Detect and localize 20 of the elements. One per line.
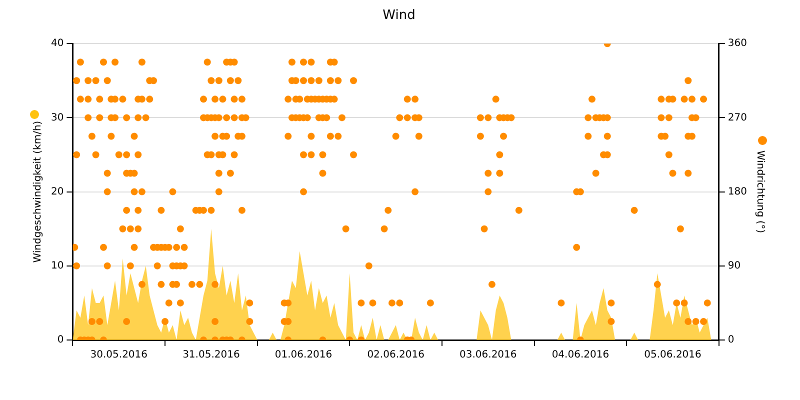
x-tick-label: 04.06.2016: [552, 350, 610, 361]
y-tick-label: 20: [50, 186, 64, 198]
chart-title: Wind: [382, 8, 416, 24]
x-tick-label: 03.06.2016: [460, 350, 517, 361]
x-tick-label: 30.05.2016: [90, 350, 148, 361]
y-axis-title: Windgeschwindigkeit (km/h): [32, 120, 44, 263]
y-tick-label: 40: [50, 38, 64, 50]
y2-tick-label: 270: [728, 112, 748, 124]
y-tick-label: 10: [50, 260, 64, 272]
y-tick-label: 30: [50, 112, 64, 124]
y2-axis-title: Windrichtung (°): [754, 150, 766, 234]
y2-tick-label: 360: [728, 38, 748, 50]
x-tick-label: 01.06.2016: [274, 350, 332, 361]
y2-tick-label: 90: [728, 260, 741, 272]
y-tick-label: 0: [57, 334, 64, 346]
x-tick-label: 05.06.2016: [644, 350, 702, 361]
x-tick-label: 02.06.2016: [367, 350, 424, 361]
y2-tick-label: 0: [728, 334, 734, 346]
y2-tick-label: 180: [728, 186, 748, 198]
x-tick-label: 31.05.2016: [182, 350, 240, 361]
